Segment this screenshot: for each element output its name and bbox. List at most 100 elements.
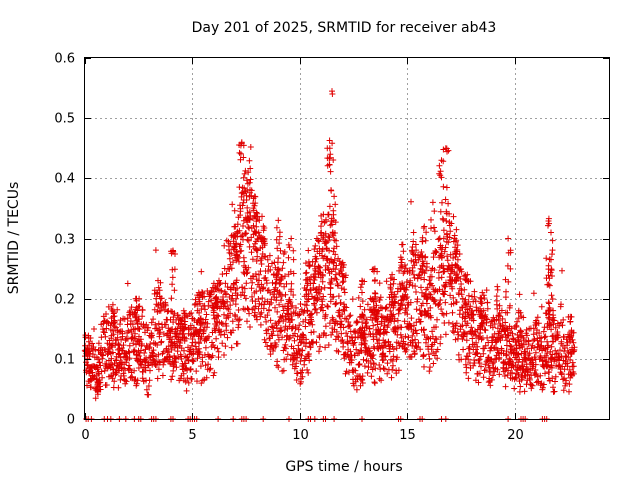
data-point bbox=[245, 224, 252, 231]
data-point bbox=[544, 338, 551, 345]
data-point bbox=[504, 309, 511, 316]
data-point-peak bbox=[232, 223, 239, 230]
data-point bbox=[370, 298, 377, 305]
data-point bbox=[308, 316, 314, 323]
data-point bbox=[549, 375, 556, 382]
data-point-peak bbox=[548, 229, 554, 236]
data-point bbox=[176, 321, 182, 328]
data-point bbox=[206, 366, 213, 373]
data-point bbox=[132, 314, 139, 321]
data-point bbox=[490, 372, 496, 379]
data-point bbox=[321, 284, 328, 291]
data-point bbox=[532, 349, 539, 356]
data-point bbox=[505, 367, 512, 374]
data-point bbox=[275, 336, 282, 343]
data-point bbox=[484, 299, 491, 306]
data-point bbox=[248, 249, 255, 256]
data-point bbox=[109, 375, 116, 382]
data-point bbox=[157, 359, 163, 366]
data-point bbox=[244, 204, 251, 211]
data-point bbox=[150, 316, 157, 323]
data-point-peak bbox=[170, 247, 176, 254]
data-point bbox=[196, 298, 203, 305]
data-point bbox=[229, 292, 236, 299]
data-point bbox=[180, 331, 187, 337]
data-point bbox=[273, 224, 280, 231]
data-point bbox=[330, 207, 337, 214]
data-point bbox=[120, 342, 127, 349]
data-point-peak bbox=[305, 247, 312, 254]
data-point bbox=[441, 291, 448, 298]
data-point bbox=[387, 317, 393, 323]
data-point-peak bbox=[331, 193, 338, 200]
data-point bbox=[243, 177, 250, 184]
data-point bbox=[139, 375, 146, 382]
data-point bbox=[276, 240, 283, 247]
data-point bbox=[227, 310, 234, 317]
data-point bbox=[207, 365, 214, 372]
data-point-peak bbox=[399, 241, 406, 248]
data-point bbox=[548, 326, 555, 333]
data-point bbox=[303, 287, 309, 294]
data-point bbox=[515, 315, 522, 322]
data-point bbox=[296, 322, 303, 329]
data-point bbox=[380, 365, 387, 372]
data-point bbox=[335, 293, 342, 300]
x-tick-label: 15 bbox=[399, 428, 416, 443]
data-point bbox=[548, 364, 555, 371]
data-point bbox=[128, 304, 135, 311]
data-point bbox=[257, 268, 264, 275]
data-point bbox=[437, 297, 444, 304]
data-point bbox=[305, 295, 312, 302]
data-point-peak bbox=[329, 88, 335, 95]
data-point bbox=[318, 304, 325, 311]
data-point bbox=[529, 357, 536, 364]
data-point bbox=[502, 383, 509, 390]
data-point bbox=[559, 322, 566, 329]
data-point bbox=[136, 333, 142, 340]
data-point bbox=[189, 357, 196, 363]
data-point bbox=[390, 362, 396, 369]
data-point bbox=[517, 333, 524, 340]
data-point bbox=[341, 307, 348, 314]
data-point bbox=[534, 314, 541, 321]
data-point bbox=[238, 233, 244, 240]
data-point bbox=[300, 332, 307, 339]
data-point bbox=[440, 235, 447, 242]
data-point bbox=[257, 313, 264, 320]
data-point bbox=[302, 270, 309, 277]
data-point bbox=[497, 321, 503, 327]
data-point bbox=[481, 345, 488, 352]
data-point bbox=[421, 293, 428, 300]
data-point bbox=[390, 353, 397, 360]
data-point bbox=[521, 388, 528, 395]
data-point bbox=[438, 250, 445, 257]
data-point bbox=[443, 210, 450, 217]
data-point-peak bbox=[515, 307, 522, 314]
data-point bbox=[162, 302, 169, 309]
data-point-peak bbox=[371, 265, 378, 272]
data-point bbox=[532, 367, 539, 373]
data-point bbox=[278, 293, 285, 299]
data-point bbox=[545, 272, 552, 279]
data-point bbox=[566, 388, 572, 395]
data-point bbox=[366, 325, 373, 332]
data-point bbox=[422, 237, 429, 244]
data-point bbox=[183, 335, 190, 342]
data-point bbox=[208, 287, 215, 294]
data-point bbox=[292, 325, 299, 332]
data-point bbox=[306, 263, 313, 270]
data-point bbox=[364, 369, 371, 376]
data-point bbox=[350, 328, 357, 335]
data-point bbox=[274, 308, 281, 315]
data-point bbox=[289, 302, 296, 309]
data-point bbox=[378, 377, 385, 384]
data-point bbox=[445, 319, 452, 326]
data-point bbox=[234, 229, 241, 236]
data-point bbox=[250, 273, 257, 280]
data-point bbox=[476, 370, 483, 377]
data-point bbox=[158, 338, 165, 345]
data-point bbox=[315, 289, 322, 296]
data-point bbox=[123, 378, 130, 385]
data-point bbox=[382, 304, 389, 311]
